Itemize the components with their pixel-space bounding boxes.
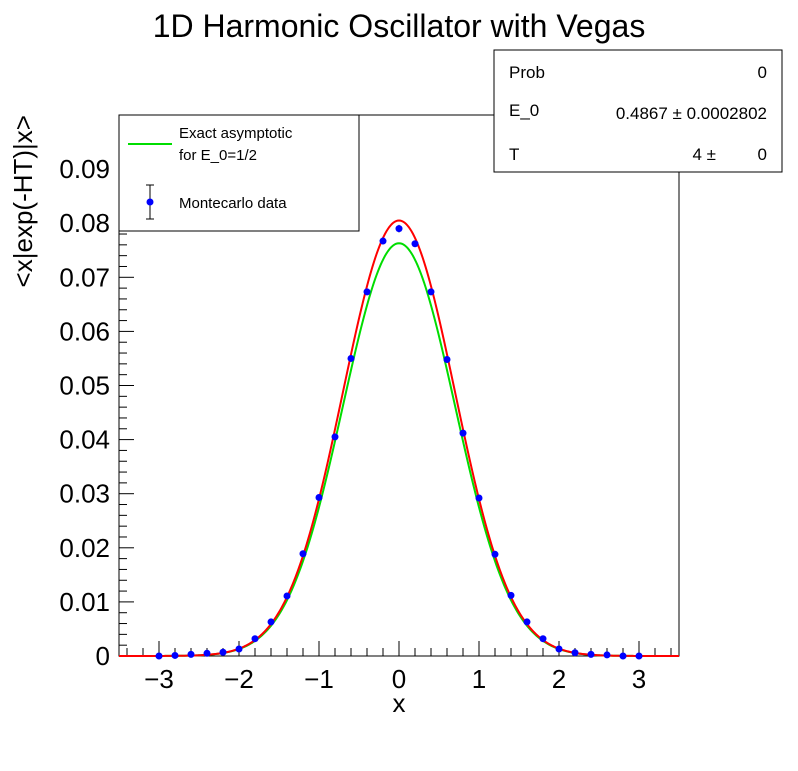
x-axis-label: x — [393, 688, 406, 718]
legend-box — [118, 114, 360, 232]
data-point — [187, 650, 195, 658]
data-point — [443, 356, 451, 364]
y-axis-label: <x|exp(-HT)|x> — [8, 115, 38, 287]
legend-exact-label-line2: for E_0=1/2 — [179, 147, 257, 164]
data-point — [459, 429, 467, 437]
x-tick-label: −2 — [224, 664, 254, 694]
legend-exact-label-line1: Exact asymptotic — [179, 125, 293, 142]
data-point — [219, 648, 227, 656]
data-point — [379, 237, 387, 245]
data-point — [555, 645, 563, 653]
data-point — [523, 618, 531, 626]
x-tick-label: −3 — [144, 664, 174, 694]
y-tick-label: 0.02 — [59, 533, 110, 563]
data-point — [587, 650, 595, 658]
y-tick-label: 0 — [96, 641, 110, 671]
fit-curve — [119, 219, 679, 657]
data-point — [539, 635, 547, 643]
x-tick-label: 1 — [472, 664, 486, 694]
stats-frame — [493, 49, 783, 173]
stats-prob-label: Prob — [509, 63, 545, 82]
stats-e0-error: 0.0002802 — [687, 104, 767, 123]
data-point — [363, 288, 371, 296]
stats-e0-central: 0.4867 — [616, 104, 668, 123]
stats-e0-label: E_0 — [509, 101, 539, 120]
data-point — [475, 494, 483, 502]
legend-data-label: Montecarlo data — [179, 195, 287, 212]
plot-area — [119, 219, 679, 660]
data-point — [427, 288, 435, 296]
exact-curve — [119, 242, 679, 657]
stats-box: Prob 0 E_0 0.4867 ± 0.0002802 T 4 ± 0 — [493, 49, 783, 173]
y-tick-label: 0.07 — [59, 262, 110, 292]
data-point — [571, 649, 579, 657]
y-tick-label: 0.05 — [59, 371, 110, 401]
data-point — [347, 354, 355, 362]
x-tick-label: 3 — [632, 664, 646, 694]
data-point — [171, 651, 179, 659]
stats-e0-value: 0.4867 ± 0.0002802 — [616, 104, 767, 123]
chart-title: 1D Harmonic Oscillator with Vegas — [153, 8, 646, 44]
stats-t-error: 0 — [758, 145, 767, 164]
data-point — [267, 618, 275, 626]
data-point — [619, 652, 627, 660]
stats-e0-pm: ± — [673, 104, 682, 123]
legend-data-marker — [146, 198, 154, 206]
y-axis: 0 0.01 0.02 0.03 0.04 0.05 0.06 0.07 0.08 0.09 — [59, 125, 134, 671]
stats-prob-value: 0 — [758, 63, 767, 82]
stats-t-value: 4 ± — [692, 145, 716, 164]
stats-t-central: 4 — [692, 145, 701, 164]
y-tick-label: 0.08 — [59, 208, 110, 238]
data-point — [315, 493, 323, 501]
y-tick-label: 0.03 — [59, 479, 110, 509]
data-point — [395, 225, 403, 233]
x-axis: −3 −2 −1 0 1 2 3 — [126, 641, 672, 694]
data-point — [491, 550, 499, 558]
data-point — [203, 649, 211, 657]
data-point — [251, 635, 259, 643]
stats-t-label: T — [509, 145, 519, 164]
y-tick-label: 0.06 — [59, 316, 110, 346]
x-tick-label: 2 — [552, 664, 566, 694]
data-point — [635, 652, 643, 660]
data-point — [235, 645, 243, 653]
x-tick-label: −1 — [304, 664, 334, 694]
data-point — [283, 592, 291, 600]
stats-t-pm: ± — [707, 145, 716, 164]
data-point — [299, 550, 307, 558]
y-tick-label: 0.09 — [59, 154, 110, 184]
x-tick-label: 0 — [392, 664, 406, 694]
data-point — [603, 651, 611, 659]
data-point — [155, 652, 163, 660]
legend: Exact asymptotic for E_0=1/2 Montecarlo … — [118, 114, 360, 232]
y-tick-label: 0.04 — [59, 425, 110, 455]
y-tick-label: 0.01 — [59, 587, 110, 617]
data-point — [507, 591, 515, 599]
data-point — [331, 433, 339, 441]
data-point — [411, 240, 419, 248]
